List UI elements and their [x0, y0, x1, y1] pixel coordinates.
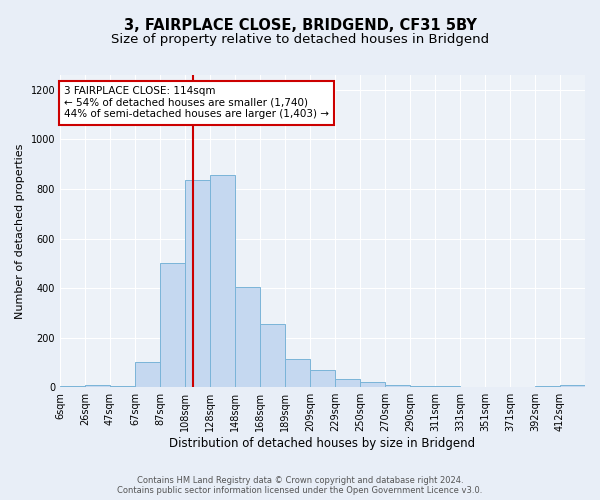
Bar: [285, 358, 310, 387]
Bar: [185, 180, 210, 387]
Bar: [360, 382, 385, 387]
Y-axis label: Number of detached properties: Number of detached properties: [15, 144, 25, 319]
Bar: [60, 386, 85, 387]
Bar: [160, 264, 185, 387]
Bar: [385, 384, 410, 387]
Bar: [560, 384, 585, 387]
Text: 3, FAIRPLACE CLOSE, BRIDGEND, CF31 5BY: 3, FAIRPLACE CLOSE, BRIDGEND, CF31 5BY: [124, 18, 476, 32]
Bar: [235, 287, 260, 387]
Bar: [210, 176, 235, 387]
Text: 3 FAIRPLACE CLOSE: 114sqm
← 54% of detached houses are smaller (1,740)
44% of se: 3 FAIRPLACE CLOSE: 114sqm ← 54% of detac…: [64, 86, 329, 120]
Bar: [535, 386, 560, 387]
Bar: [110, 386, 135, 387]
Bar: [335, 378, 360, 387]
Text: Contains HM Land Registry data © Crown copyright and database right 2024.
Contai: Contains HM Land Registry data © Crown c…: [118, 476, 482, 495]
Bar: [260, 324, 285, 387]
Bar: [435, 386, 460, 387]
Bar: [410, 386, 435, 387]
Bar: [135, 362, 160, 387]
Bar: [85, 384, 110, 387]
X-axis label: Distribution of detached houses by size in Bridgend: Distribution of detached houses by size …: [169, 437, 476, 450]
Bar: [310, 370, 335, 387]
Text: Size of property relative to detached houses in Bridgend: Size of property relative to detached ho…: [111, 32, 489, 46]
